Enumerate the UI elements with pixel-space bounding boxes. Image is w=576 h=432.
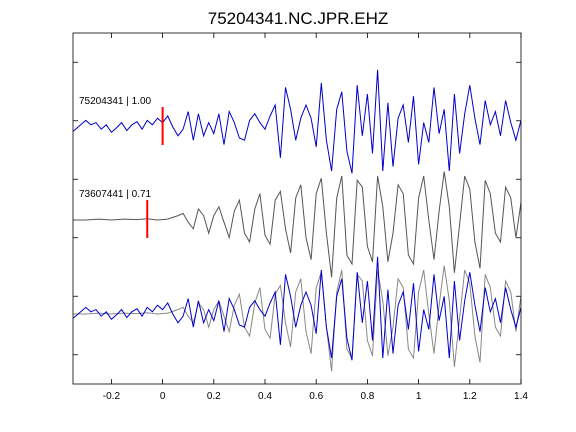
x-tick-label: -0.2 <box>103 391 121 402</box>
x-tick-label: 1.2 <box>463 391 477 402</box>
trace-label-1: 75204341 | 1.00 <box>79 96 152 107</box>
trace-labels: 75204341 | 1.00 73607441 | 0.71 <box>79 96 152 200</box>
trace-label-2: 73607441 | 0.71 <box>79 189 152 200</box>
x-tick-label: 0.6 <box>309 391 323 402</box>
x-tick-label: 0.2 <box>207 391 221 402</box>
trace-line-1 <box>73 69 521 174</box>
x-tick-label: 0 <box>160 391 166 402</box>
trace-line-2 <box>73 171 521 278</box>
axis-ticks: -0.2 0 0.2 0.4 0.6 0.8 1 1.2 1.4 <box>73 33 528 402</box>
overlay-primary-trace <box>73 256 521 361</box>
x-tick-label: 0.8 <box>360 391 374 402</box>
chart-title: 75204341.NC.JPR.EHZ <box>208 9 388 28</box>
plot-area <box>73 69 521 372</box>
x-tick-label: 0.4 <box>258 391 272 402</box>
x-tick-label: 1.4 <box>514 391 528 402</box>
axes-frame <box>72 32 522 385</box>
x-tick-label: 1 <box>416 391 422 402</box>
